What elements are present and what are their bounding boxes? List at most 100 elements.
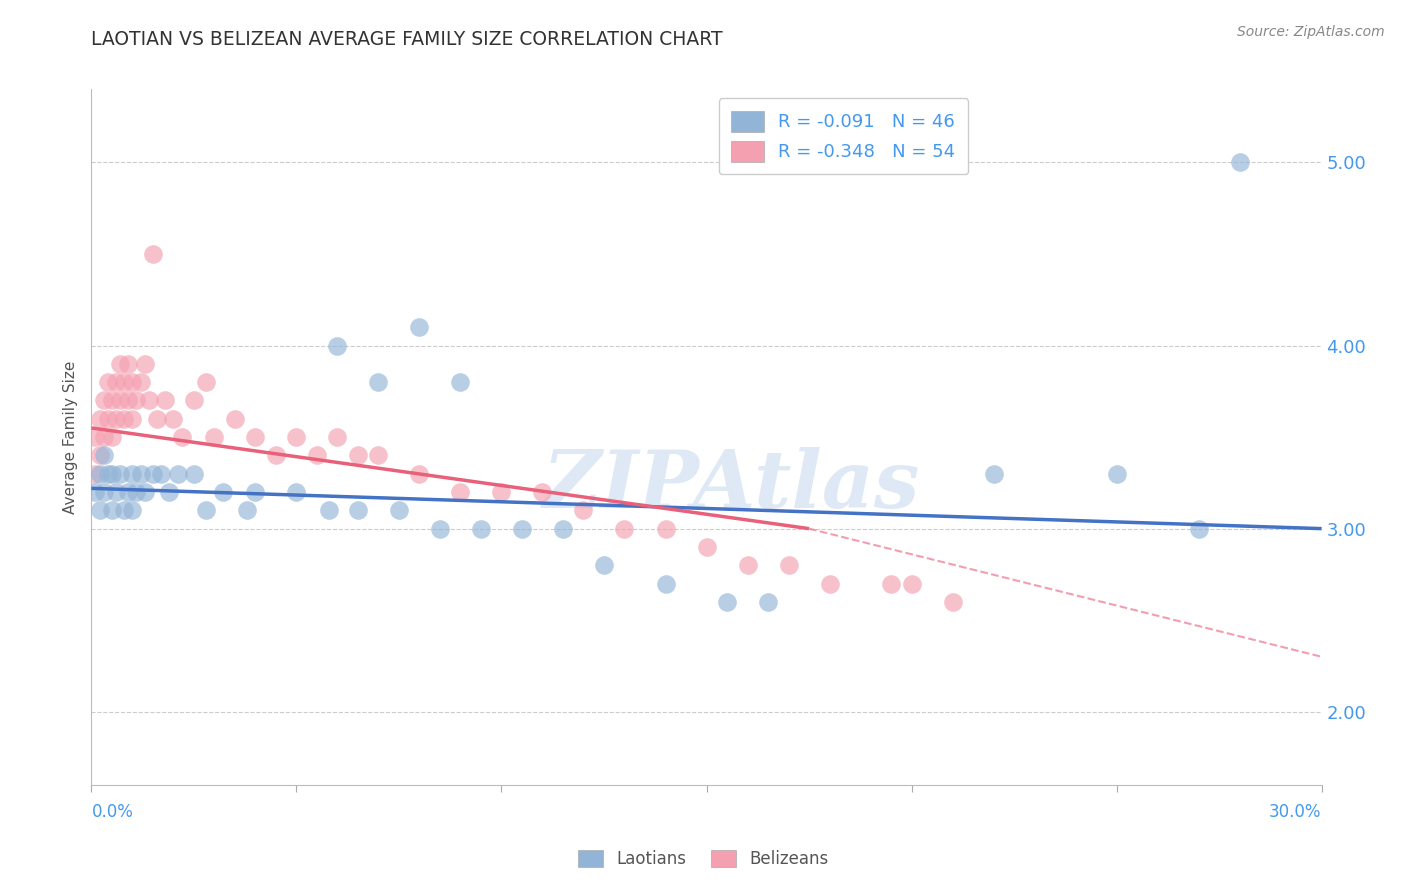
Point [470, 522, 492, 536]
Point [117, 357, 139, 371]
Point [195, 375, 218, 389]
Point [408, 320, 430, 334]
Point [89, 449, 111, 463]
Point [449, 375, 471, 389]
Point [593, 558, 616, 573]
Point [101, 430, 124, 444]
Point [236, 503, 259, 517]
Point [101, 393, 124, 408]
Point [162, 411, 184, 425]
Point [195, 503, 218, 517]
Point [551, 522, 574, 536]
Point [347, 449, 370, 463]
Point [112, 375, 135, 389]
Point [388, 503, 411, 517]
Text: LAOTIAN VS BELIZEAN AVERAGE FAMILY SIZE CORRELATION CHART: LAOTIAN VS BELIZEAN AVERAGE FAMILY SIZE … [91, 30, 723, 49]
Point [150, 467, 173, 481]
Point [305, 449, 328, 463]
Point [125, 393, 148, 408]
Point [880, 576, 903, 591]
Point [202, 430, 225, 444]
Point [142, 247, 165, 261]
Point [93, 449, 115, 463]
Point [112, 503, 135, 517]
Point [367, 375, 389, 389]
Point [491, 485, 513, 500]
Point [1187, 522, 1209, 536]
Point [121, 375, 143, 389]
Point [942, 595, 965, 609]
Point [142, 467, 165, 481]
Point [101, 467, 124, 481]
Point [105, 485, 127, 500]
Point [264, 449, 287, 463]
Point [572, 503, 595, 517]
Point [654, 576, 676, 591]
Point [134, 357, 156, 371]
Point [93, 393, 115, 408]
Point [245, 485, 267, 500]
Text: Source: ZipAtlas.com: Source: ZipAtlas.com [1237, 25, 1385, 39]
Point [778, 558, 800, 573]
Point [97, 467, 120, 481]
Point [93, 430, 115, 444]
Point [531, 485, 554, 500]
Point [134, 485, 156, 500]
Point [183, 467, 205, 481]
Point [105, 411, 127, 425]
Point [1229, 155, 1251, 169]
Point [101, 503, 124, 517]
Point [900, 576, 922, 591]
Text: 0.0%: 0.0% [91, 803, 134, 821]
Point [449, 485, 471, 500]
Point [211, 485, 233, 500]
Point [129, 375, 152, 389]
Point [89, 411, 111, 425]
Point [818, 576, 841, 591]
Y-axis label: Average Family Size: Average Family Size [63, 360, 79, 514]
Legend: R = -0.091   N = 46, R = -0.348   N = 54: R = -0.091 N = 46, R = -0.348 N = 54 [718, 98, 969, 174]
Point [318, 503, 340, 517]
Point [326, 338, 349, 352]
Point [93, 485, 115, 500]
Point [285, 485, 308, 500]
Point [347, 503, 370, 517]
Point [285, 430, 308, 444]
Point [1105, 467, 1128, 481]
Point [170, 430, 193, 444]
Point [737, 558, 759, 573]
Point [245, 430, 267, 444]
Point [97, 375, 120, 389]
Point [146, 411, 169, 425]
Point [84, 485, 107, 500]
Text: 30.0%: 30.0% [1270, 803, 1322, 821]
Text: ZIPAtlas: ZIPAtlas [543, 447, 920, 524]
Point [429, 522, 451, 536]
Point [89, 467, 111, 481]
Point [138, 393, 160, 408]
Point [408, 467, 430, 481]
Point [129, 467, 152, 481]
Point [983, 467, 1005, 481]
Point [756, 595, 779, 609]
Point [108, 467, 131, 481]
Point [125, 485, 148, 500]
Point [326, 430, 349, 444]
Point [157, 485, 180, 500]
Point [121, 503, 143, 517]
Point [166, 467, 188, 481]
Point [97, 411, 120, 425]
Point [367, 449, 389, 463]
Point [121, 411, 143, 425]
Point [695, 540, 717, 554]
Legend: Laotians, Belizeans: Laotians, Belizeans [571, 843, 835, 875]
Point [112, 411, 135, 425]
Point [121, 467, 143, 481]
Point [613, 522, 636, 536]
Point [108, 357, 131, 371]
Point [510, 522, 533, 536]
Point [84, 430, 107, 444]
Point [153, 393, 177, 408]
Point [89, 503, 111, 517]
Point [716, 595, 738, 609]
